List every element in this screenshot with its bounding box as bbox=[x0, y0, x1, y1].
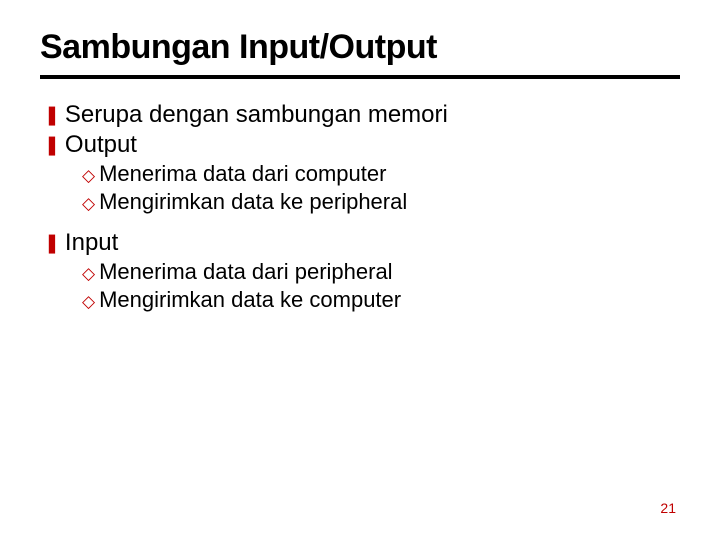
diamond-bullet-icon: ◇ bbox=[82, 167, 95, 184]
bullet-text: Output bbox=[65, 131, 137, 159]
spacer bbox=[40, 217, 680, 227]
bullet-text: Input bbox=[65, 229, 118, 257]
square-bullet-icon: ❚ bbox=[44, 106, 60, 125]
bullet-text: Menerima data dari peripheral bbox=[99, 259, 393, 285]
bullet-level2: ◇ Menerima data dari computer bbox=[82, 161, 680, 187]
square-bullet-icon: ❚ bbox=[44, 234, 60, 253]
bullet-text: Mengirimkan data ke peripheral bbox=[99, 189, 407, 215]
bullet-text: Mengirimkan data ke computer bbox=[99, 287, 401, 313]
bullet-level1: ❚ Serupa dengan sambungan memori bbox=[44, 101, 680, 129]
title-rule bbox=[40, 75, 680, 79]
diamond-bullet-icon: ◇ bbox=[82, 293, 95, 310]
bullet-level1: ❚ Output bbox=[44, 131, 680, 159]
bullet-level1: ❚ Input bbox=[44, 229, 680, 257]
page-number: 21 bbox=[660, 500, 676, 516]
diamond-bullet-icon: ◇ bbox=[82, 265, 95, 282]
bullet-level2: ◇ Menerima data dari peripheral bbox=[82, 259, 680, 285]
bullet-text: Menerima data dari computer bbox=[99, 161, 386, 187]
bullet-level2: ◇ Mengirimkan data ke peripheral bbox=[82, 189, 680, 215]
square-bullet-icon: ❚ bbox=[44, 136, 60, 155]
slide: Sambungan Input/Output ❚ Serupa dengan s… bbox=[0, 0, 720, 540]
bullet-text: Serupa dengan sambungan memori bbox=[65, 101, 448, 129]
bullet-level2: ◇ Mengirimkan data ke computer bbox=[82, 287, 680, 313]
diamond-bullet-icon: ◇ bbox=[82, 195, 95, 212]
slide-title: Sambungan Input/Output bbox=[40, 28, 680, 67]
